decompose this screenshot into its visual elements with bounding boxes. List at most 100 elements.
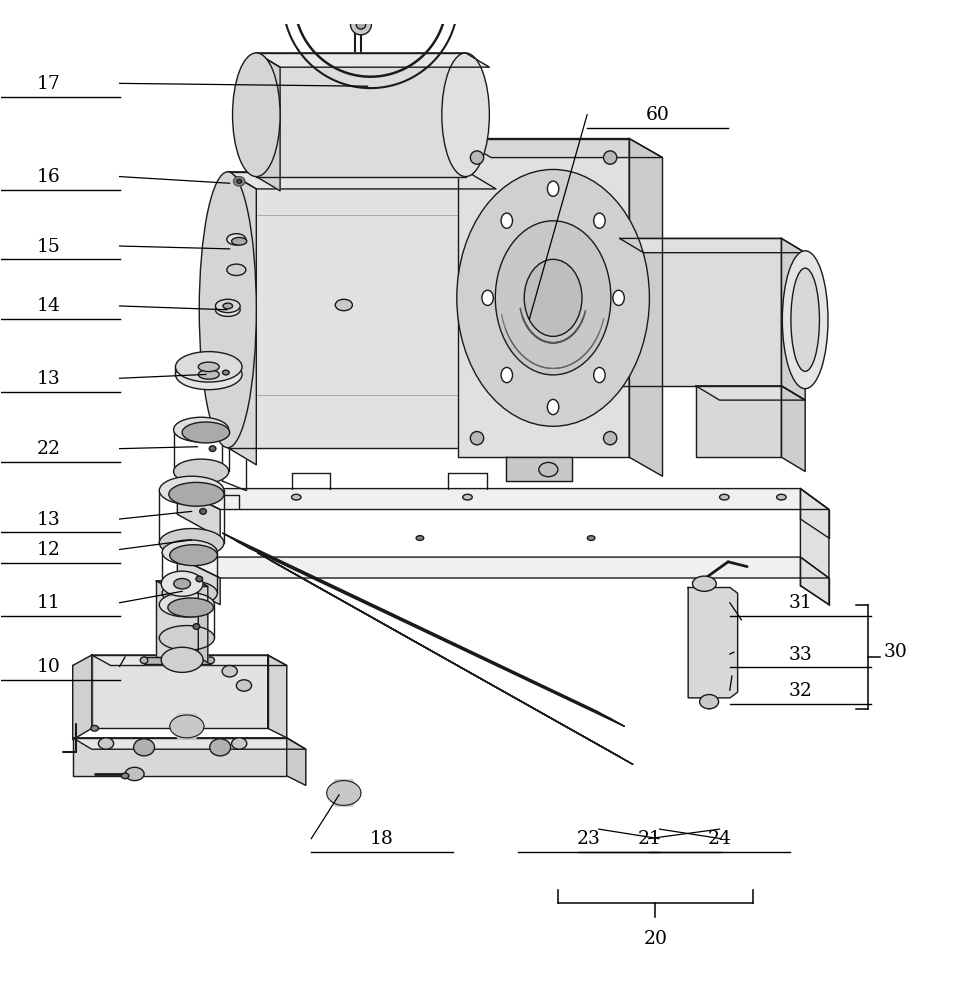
Ellipse shape	[292, 494, 301, 500]
Polygon shape	[236, 541, 624, 726]
Ellipse shape	[236, 179, 241, 183]
Text: 20: 20	[643, 930, 667, 948]
Text: 16: 16	[37, 168, 61, 186]
Polygon shape	[170, 714, 187, 726]
Polygon shape	[156, 581, 198, 657]
Polygon shape	[781, 386, 804, 471]
Ellipse shape	[227, 234, 246, 245]
Ellipse shape	[140, 657, 148, 664]
Text: 17: 17	[37, 75, 61, 93]
Text: 14: 14	[37, 297, 61, 315]
Text: 30: 30	[883, 643, 907, 661]
Ellipse shape	[182, 422, 230, 443]
Polygon shape	[256, 53, 489, 67]
Polygon shape	[178, 726, 195, 739]
Polygon shape	[256, 53, 465, 177]
Ellipse shape	[593, 213, 604, 228]
Ellipse shape	[790, 268, 819, 371]
Polygon shape	[228, 172, 467, 448]
Ellipse shape	[456, 169, 649, 426]
Ellipse shape	[173, 417, 229, 442]
Ellipse shape	[781, 251, 827, 389]
Ellipse shape	[125, 767, 144, 781]
Ellipse shape	[719, 494, 728, 500]
Polygon shape	[170, 726, 187, 739]
Ellipse shape	[538, 462, 558, 477]
Ellipse shape	[547, 399, 558, 415]
Ellipse shape	[133, 739, 154, 756]
Polygon shape	[156, 581, 208, 587]
Polygon shape	[619, 238, 804, 253]
Ellipse shape	[175, 359, 242, 390]
Ellipse shape	[162, 581, 217, 606]
Ellipse shape	[692, 576, 716, 591]
Ellipse shape	[222, 666, 237, 677]
Text: 23: 23	[576, 830, 599, 848]
Ellipse shape	[500, 367, 512, 383]
Polygon shape	[72, 655, 91, 740]
Polygon shape	[198, 581, 208, 663]
Polygon shape	[272, 561, 633, 764]
Text: 10: 10	[37, 658, 61, 676]
Text: 24: 24	[707, 830, 731, 848]
Ellipse shape	[161, 647, 203, 672]
Ellipse shape	[227, 264, 246, 276]
Ellipse shape	[470, 151, 483, 164]
Ellipse shape	[159, 476, 224, 505]
Polygon shape	[177, 557, 828, 578]
Polygon shape	[287, 738, 306, 785]
Polygon shape	[258, 553, 619, 757]
Ellipse shape	[193, 624, 199, 629]
Ellipse shape	[481, 290, 493, 305]
Polygon shape	[178, 714, 195, 726]
Polygon shape	[187, 714, 204, 726]
Ellipse shape	[121, 773, 129, 779]
Text: 12: 12	[37, 541, 61, 559]
Ellipse shape	[233, 53, 280, 177]
Text: 21: 21	[638, 830, 661, 848]
Ellipse shape	[523, 259, 581, 336]
Ellipse shape	[209, 446, 215, 451]
Ellipse shape	[462, 494, 472, 500]
Text: 18: 18	[370, 830, 394, 848]
Polygon shape	[177, 489, 220, 538]
Ellipse shape	[416, 536, 423, 540]
Ellipse shape	[232, 237, 247, 245]
Polygon shape	[343, 780, 360, 793]
Ellipse shape	[603, 151, 617, 164]
Polygon shape	[335, 793, 352, 806]
Text: 13: 13	[37, 370, 61, 388]
Ellipse shape	[168, 598, 213, 617]
Ellipse shape	[495, 221, 610, 375]
Polygon shape	[91, 655, 268, 728]
Ellipse shape	[173, 578, 191, 589]
Ellipse shape	[199, 172, 256, 448]
Ellipse shape	[441, 53, 489, 177]
Polygon shape	[177, 489, 828, 510]
Polygon shape	[91, 655, 287, 666]
Ellipse shape	[776, 494, 785, 500]
Polygon shape	[505, 457, 572, 481]
Ellipse shape	[159, 592, 214, 617]
Ellipse shape	[161, 571, 203, 596]
Ellipse shape	[198, 362, 219, 372]
Text: 60: 60	[645, 106, 669, 124]
Ellipse shape	[593, 367, 604, 383]
Ellipse shape	[335, 299, 352, 311]
Ellipse shape	[222, 370, 229, 375]
Polygon shape	[457, 139, 661, 158]
Polygon shape	[144, 657, 211, 664]
Polygon shape	[800, 489, 828, 605]
Ellipse shape	[470, 432, 483, 445]
Ellipse shape	[612, 290, 623, 305]
Ellipse shape	[159, 529, 224, 557]
Polygon shape	[177, 557, 220, 605]
Polygon shape	[72, 738, 287, 776]
Ellipse shape	[547, 181, 558, 196]
Ellipse shape	[173, 459, 229, 484]
Text: 32: 32	[787, 682, 812, 700]
Ellipse shape	[236, 680, 252, 691]
Polygon shape	[228, 172, 496, 189]
Text: 15: 15	[37, 238, 61, 256]
Ellipse shape	[587, 536, 595, 540]
